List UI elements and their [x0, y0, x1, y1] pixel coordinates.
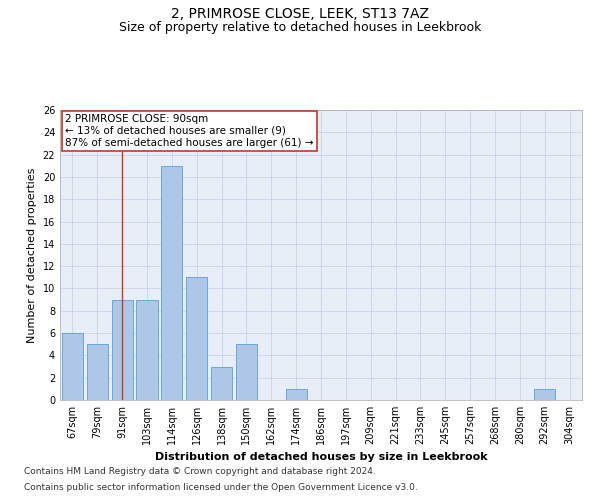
Y-axis label: Number of detached properties: Number of detached properties [27, 168, 37, 342]
Bar [534, 389, 555, 400]
Bar [62, 333, 83, 400]
Bar [236, 344, 257, 400]
Text: 2 PRIMROSE CLOSE: 90sqm
← 13% of detached houses are smaller (9)
87% of semi-det: 2 PRIMROSE CLOSE: 90sqm ← 13% of detache… [65, 114, 314, 148]
Bar [286, 389, 307, 400]
Text: 2, PRIMROSE CLOSE, LEEK, ST13 7AZ: 2, PRIMROSE CLOSE, LEEK, ST13 7AZ [171, 8, 429, 22]
Bar [186, 278, 207, 400]
Text: Contains public sector information licensed under the Open Government Licence v3: Contains public sector information licen… [24, 484, 418, 492]
Text: Contains HM Land Registry data © Crown copyright and database right 2024.: Contains HM Land Registry data © Crown c… [24, 467, 376, 476]
Bar [136, 300, 158, 400]
Text: Distribution of detached houses by size in Leekbrook: Distribution of detached houses by size … [155, 452, 487, 462]
Bar [161, 166, 182, 400]
Bar [87, 344, 108, 400]
Bar [211, 366, 232, 400]
Text: Size of property relative to detached houses in Leekbrook: Size of property relative to detached ho… [119, 21, 481, 34]
Bar [112, 300, 133, 400]
